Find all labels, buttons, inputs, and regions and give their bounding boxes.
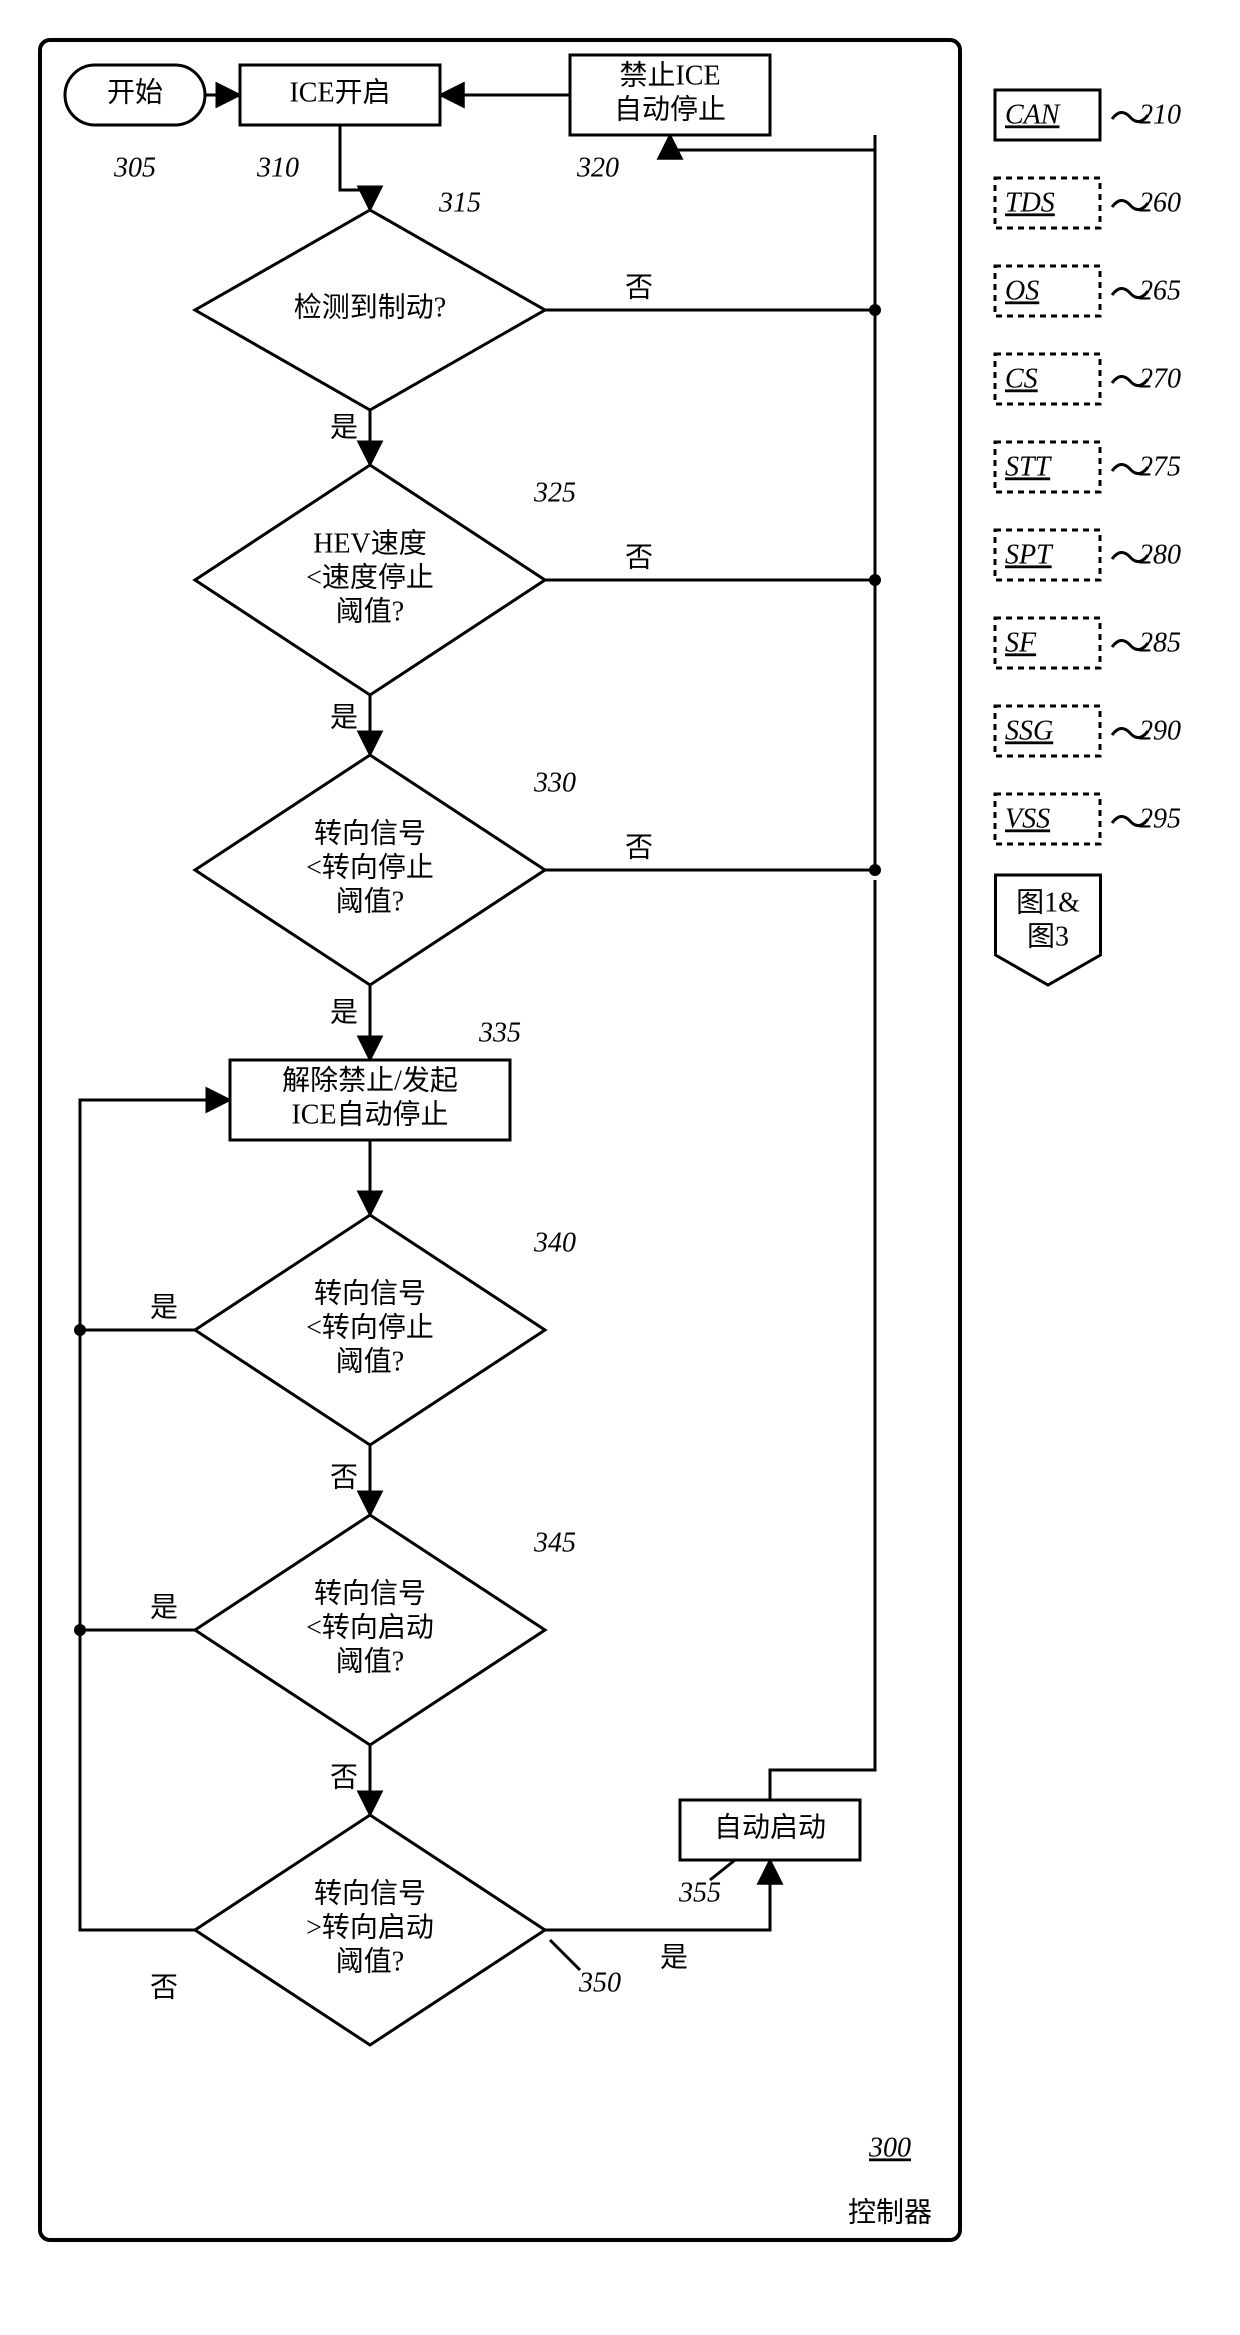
legend-text: VSS bbox=[1005, 803, 1050, 834]
node-text: 自动启动 bbox=[714, 1811, 826, 1843]
legend-num: 260 bbox=[1139, 187, 1181, 218]
branch-label: 是 bbox=[330, 412, 358, 443]
branch-label: 是 bbox=[330, 997, 358, 1028]
ref-label: 330 bbox=[533, 767, 576, 798]
node-autoStart: 自动启动 bbox=[680, 1800, 860, 1860]
legend-num: 270 bbox=[1139, 363, 1181, 394]
node-iceOn: ICE开启 bbox=[240, 65, 440, 125]
ref-pointer bbox=[550, 1940, 580, 1970]
branch-label: 是 bbox=[330, 702, 358, 733]
branch-label: 是 bbox=[150, 1292, 178, 1323]
node-text: 阈值? bbox=[336, 595, 404, 627]
node-text: >转向启动 bbox=[306, 1911, 434, 1943]
node-text: 图1& bbox=[1016, 887, 1080, 918]
branch-label: 否 bbox=[330, 1762, 358, 1793]
legend-num: 285 bbox=[1139, 627, 1181, 658]
branch-label: 否 bbox=[330, 1462, 358, 1493]
node-text: <速度停止 bbox=[306, 561, 434, 593]
ref-label: 控制器 bbox=[848, 2196, 932, 2228]
edge-17 bbox=[545, 1860, 770, 1930]
node-d345: 转向信号<转向启动阈值? bbox=[195, 1515, 545, 1745]
legend-num: 265 bbox=[1139, 275, 1181, 306]
node-text: 解除禁止/发起 bbox=[282, 1064, 458, 1096]
legend-text: SSG bbox=[1005, 715, 1053, 746]
node-text: 图3 bbox=[1027, 921, 1069, 952]
branch-label: 是 bbox=[660, 1942, 688, 1973]
flowchart-canvas: 是是是否否否否否是是否是 开始ICE开启禁止ICE自动停止检测到制动?HEV速度… bbox=[20, 20, 1240, 2315]
legend-num: 295 bbox=[1139, 803, 1181, 834]
branch-label: 否 bbox=[625, 832, 653, 863]
node-d330: 转向信号<转向停止阈值? bbox=[195, 755, 545, 985]
node-d315: 检测到制动? bbox=[195, 210, 545, 410]
legend-num: 275 bbox=[1139, 451, 1181, 482]
node-text: 阈值? bbox=[336, 1945, 404, 1977]
ref-label: 335 bbox=[478, 1017, 521, 1048]
node-d325: HEV速度<速度停止阈值? bbox=[195, 465, 545, 695]
ref-label: 310 bbox=[256, 152, 299, 183]
legend-text: STT bbox=[1005, 451, 1053, 482]
legend-text: CAN bbox=[1005, 99, 1061, 130]
legend-num: 290 bbox=[1139, 715, 1181, 746]
branch-label: 是 bbox=[150, 1592, 178, 1623]
node-d350: 转向信号>转向启动阈值? bbox=[195, 1815, 545, 2045]
node-text: 自动停止 bbox=[614, 93, 726, 125]
node-text: 开始 bbox=[107, 76, 163, 108]
branch-label: 否 bbox=[625, 272, 653, 303]
branch-label: 否 bbox=[150, 1972, 178, 2003]
branch-label: 否 bbox=[625, 542, 653, 573]
node-text: 阈值? bbox=[336, 885, 404, 917]
node-d340: 转向信号<转向停止阈值? bbox=[195, 1215, 545, 1445]
ref-label: 315 bbox=[438, 187, 481, 218]
legend-num: 280 bbox=[1139, 539, 1181, 570]
ref-label: 345 bbox=[533, 1527, 576, 1558]
node-inhibit: 禁止ICE自动停止 bbox=[570, 55, 770, 135]
node-start: 开始 bbox=[65, 65, 205, 125]
legend-text: SF bbox=[1005, 627, 1037, 658]
ref-label: 325 bbox=[533, 477, 576, 508]
node-text: 转向信号 bbox=[314, 1577, 426, 1609]
legend-text: SPT bbox=[1005, 539, 1054, 570]
node-text: 转向信号 bbox=[314, 1877, 426, 1909]
node-text: 禁止ICE bbox=[619, 59, 720, 91]
legend-num: 210 bbox=[1139, 99, 1181, 130]
node-text: <转向停止 bbox=[306, 1311, 434, 1343]
ref-label: 350 bbox=[578, 1967, 621, 1998]
node-text: ICE开启 bbox=[289, 76, 390, 108]
ref-pointer bbox=[710, 1860, 735, 1880]
node-text: 转向信号 bbox=[314, 1277, 426, 1309]
edge-2 bbox=[340, 125, 370, 210]
edge-16 bbox=[80, 1100, 230, 1930]
node-text: <转向停止 bbox=[306, 851, 434, 883]
node-text: 检测到制动? bbox=[294, 291, 446, 323]
node-text: 阈值? bbox=[336, 1345, 404, 1377]
ref-label: 320 bbox=[576, 152, 619, 183]
node-text: 阈值? bbox=[336, 1645, 404, 1677]
legend-text: CS bbox=[1005, 363, 1038, 394]
node-text: 转向信号 bbox=[314, 817, 426, 849]
ref-label: 340 bbox=[533, 1227, 576, 1258]
node-text: ICE自动停止 bbox=[291, 1098, 448, 1130]
ref-label: 305 bbox=[113, 152, 156, 183]
node-unInhibit: 解除禁止/发起ICE自动停止 bbox=[230, 1060, 510, 1140]
legend-text: OS bbox=[1005, 275, 1039, 306]
edge-18 bbox=[770, 880, 875, 1800]
node-text: HEV速度 bbox=[313, 527, 427, 559]
node-text: <转向启动 bbox=[306, 1611, 434, 1643]
edge-13 bbox=[670, 135, 875, 310]
legend-text: TDS bbox=[1005, 187, 1055, 218]
ref-label: 355 bbox=[678, 1877, 721, 1908]
ref-label: 300 bbox=[868, 2132, 911, 2163]
